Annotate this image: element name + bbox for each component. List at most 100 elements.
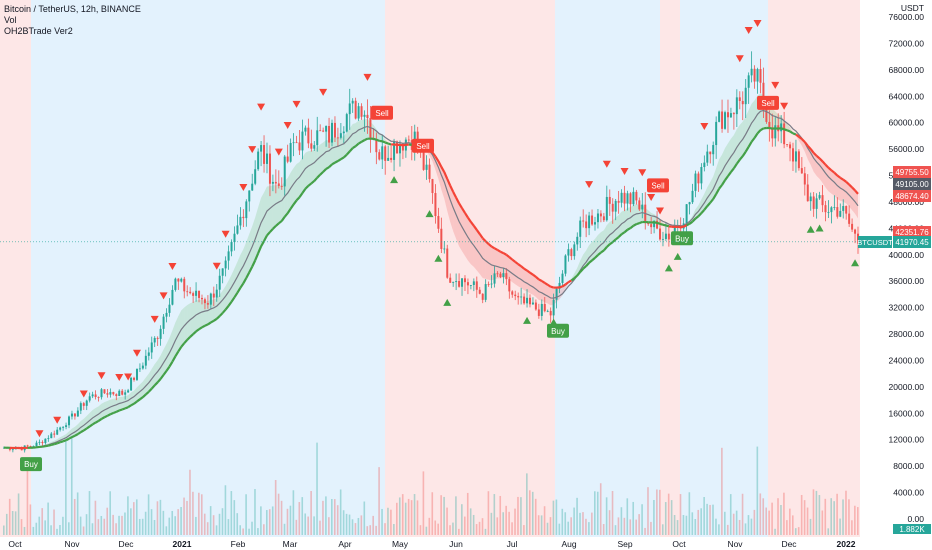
candle-body <box>490 283 493 285</box>
candle-body <box>212 293 215 298</box>
trend-line <box>440 166 446 173</box>
trend-line <box>195 328 200 333</box>
trend-line <box>121 407 126 411</box>
time-tick: Jun <box>449 539 463 549</box>
candle-body <box>585 221 588 229</box>
volume-bar <box>124 512 126 535</box>
volume-bar <box>780 505 782 535</box>
trend-line <box>358 140 363 145</box>
price-tick: 4000.00 <box>893 488 924 498</box>
trend-line <box>248 266 254 273</box>
trend-line <box>727 171 732 177</box>
price-tick: 72000.00 <box>889 38 925 48</box>
candle-body <box>830 207 833 213</box>
price-tick: 60000.00 <box>889 118 925 128</box>
candle-body <box>738 97 741 101</box>
bull-band <box>320 142 324 175</box>
signal-badge <box>371 105 393 120</box>
candle-body <box>499 273 502 278</box>
candle-body <box>274 181 277 184</box>
trend-line <box>198 326 203 331</box>
candle-body <box>159 328 162 339</box>
volume-bar <box>673 515 676 535</box>
candle-body <box>218 275 221 290</box>
buy-triangle <box>425 210 434 218</box>
candle-body <box>328 125 331 143</box>
trend-line <box>124 406 129 410</box>
volume-bar <box>375 525 377 535</box>
candle-body <box>452 281 455 283</box>
candle-body <box>41 441 44 444</box>
candle-body <box>35 442 38 447</box>
trend-line <box>470 221 475 227</box>
candle-body <box>803 173 806 185</box>
trend-line <box>319 171 324 176</box>
time-tick: Oct <box>672 539 686 549</box>
trend-line <box>83 427 88 432</box>
signal-line <box>3 109 859 449</box>
volume-bar <box>800 494 803 535</box>
candle-body <box>458 281 461 287</box>
candle-body <box>602 216 605 221</box>
volume-bar <box>472 514 475 535</box>
volume-bar <box>729 494 732 535</box>
trend-line <box>845 181 850 186</box>
candle-body <box>523 296 526 304</box>
price-tag: 41970.45 <box>895 238 929 247</box>
bear-band <box>822 161 826 188</box>
candle-body <box>301 131 304 151</box>
buy-triangle <box>523 316 532 324</box>
sell-triangle <box>132 349 141 357</box>
candle-body <box>552 299 555 316</box>
trend-line <box>224 305 230 311</box>
trend-line <box>538 278 543 282</box>
volume-bar <box>94 500 97 535</box>
bull-band <box>207 299 211 325</box>
candle-body <box>531 302 534 305</box>
sell-triangle <box>753 20 762 28</box>
candle-body <box>756 69 759 82</box>
sell-triangle <box>585 181 594 189</box>
trend-line <box>467 217 472 223</box>
price-tag: 42351.76 <box>895 228 929 237</box>
bull-band <box>618 211 622 238</box>
volume-bar <box>59 525 61 535</box>
trend-line <box>795 133 800 138</box>
candle-body <box>68 416 71 426</box>
trend-line <box>364 137 368 142</box>
volume-bar <box>254 489 256 535</box>
volume-bar <box>357 517 360 535</box>
candle-body <box>325 125 328 132</box>
volume-bar <box>842 499 844 535</box>
candle-body <box>307 127 310 144</box>
trend-line <box>798 135 803 140</box>
trend-line <box>532 273 537 278</box>
candle-body <box>449 277 452 283</box>
trend-line <box>712 193 718 200</box>
volume-bar <box>579 512 581 535</box>
volume-bar <box>419 525 422 535</box>
bull-band <box>317 144 321 178</box>
bull-band <box>193 300 197 335</box>
bear-band <box>828 167 832 194</box>
trend-line <box>210 319 215 324</box>
trend-line <box>493 247 499 251</box>
volume-bar <box>130 508 132 535</box>
trend-line <box>529 271 534 276</box>
trend-line <box>77 431 82 436</box>
trend-line <box>343 153 348 159</box>
volume-bar <box>783 492 785 535</box>
trend-line <box>478 233 484 239</box>
trend-line <box>715 188 721 195</box>
trend-line <box>559 285 563 289</box>
candle-body <box>626 193 629 204</box>
bull-band <box>352 123 356 149</box>
volume-bar <box>360 515 363 535</box>
trend-line <box>505 253 510 258</box>
candle-body <box>812 196 815 209</box>
volume-bar <box>635 519 637 535</box>
volume-bar <box>236 513 239 535</box>
candle-body <box>47 438 50 439</box>
